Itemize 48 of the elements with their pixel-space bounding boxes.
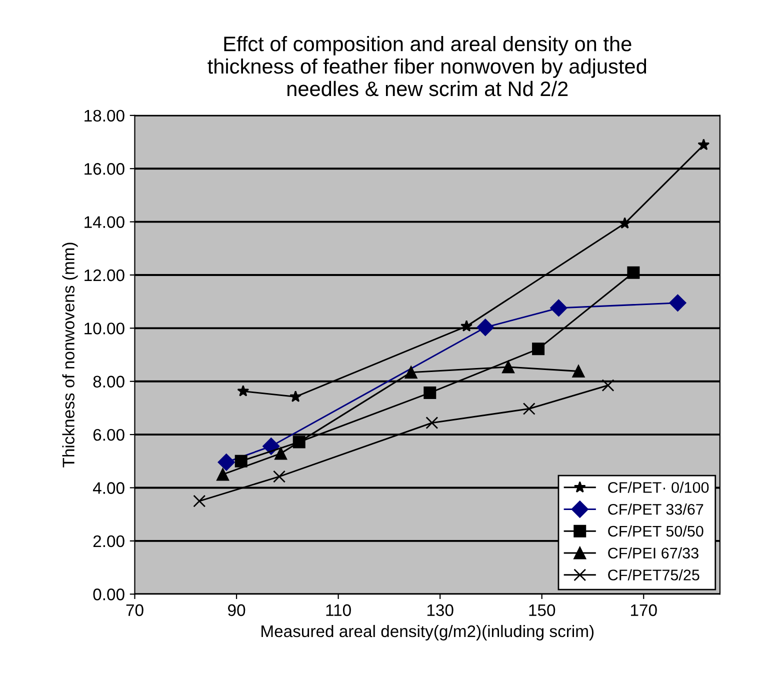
point xyxy=(602,379,614,392)
point xyxy=(234,454,248,468)
x-tick-label: 150 xyxy=(529,604,556,616)
legend-label: CF/PEI 67/33 xyxy=(608,547,698,559)
x-tick-label: 130 xyxy=(427,604,454,616)
point xyxy=(216,468,230,481)
y-axis-title: Thickness of nonwovens (mm) xyxy=(62,242,78,468)
point xyxy=(404,366,418,379)
x-tick-label: 90 xyxy=(228,604,246,616)
y-tick-label: 2.00 xyxy=(93,535,124,548)
point xyxy=(669,294,686,312)
y-tick-label: 10.00 xyxy=(84,322,124,334)
point xyxy=(532,342,545,356)
point xyxy=(460,320,473,332)
point xyxy=(476,318,494,336)
point xyxy=(572,365,585,378)
y-tick-label: 6.00 xyxy=(93,428,124,441)
y-tick-label: 8.00 xyxy=(93,376,124,388)
point xyxy=(273,470,286,483)
point xyxy=(193,494,206,508)
point xyxy=(290,390,302,402)
x-tick-label: 110 xyxy=(326,604,351,616)
y-tick-label: 0.00 xyxy=(93,588,124,600)
y-tick-label: 12.00 xyxy=(84,269,124,282)
point xyxy=(502,360,515,374)
point xyxy=(627,266,640,279)
y-tick-label: 4.00 xyxy=(92,482,124,494)
x-tick-label: 170 xyxy=(630,604,657,616)
legend-label: CF/PET· 0/100 xyxy=(608,482,709,493)
legend-label: CF/PET 33/67 xyxy=(608,504,704,515)
chart-title: Effct of composition and areal density on the thickness of feather fiber nonwoven by adjusted needles & new scrim at Nd 2/2 xyxy=(208,36,646,96)
point xyxy=(522,402,536,416)
point xyxy=(237,384,250,396)
x-tick-label: 70 xyxy=(126,604,144,616)
y-tick-label: 16.00 xyxy=(84,163,124,175)
point xyxy=(618,217,631,229)
point xyxy=(218,454,235,471)
legend-label: CF/PET 50/50 xyxy=(608,525,704,537)
y-tick-label: 14.00 xyxy=(84,216,124,228)
point xyxy=(274,447,288,460)
x-axis-title: Measured areal density(g/m2)(inluding scrim) xyxy=(262,624,594,640)
point xyxy=(698,138,710,150)
point xyxy=(424,386,436,400)
point xyxy=(426,416,438,430)
point xyxy=(550,299,568,317)
legend-label: CF/PET75/25 xyxy=(608,569,700,580)
point xyxy=(262,438,280,455)
y-tick-label: 18.00 xyxy=(84,110,124,122)
